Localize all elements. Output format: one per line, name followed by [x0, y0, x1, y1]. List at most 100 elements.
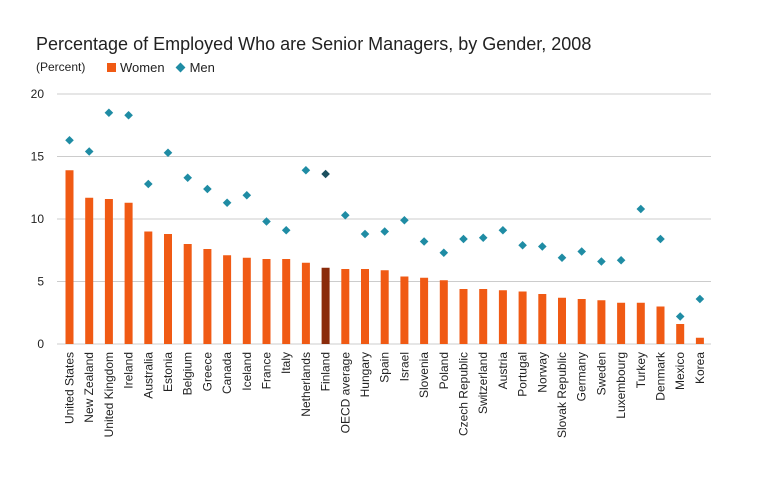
marker-men-canada — [222, 198, 232, 208]
x-tick-label-canada: Canada — [220, 352, 234, 394]
x-tick-label-czech-republic: Czech Republic — [457, 352, 471, 436]
bar-women-greece — [203, 249, 212, 344]
x-tick-label-greece: Greece — [200, 352, 214, 392]
legend-item-women: Women — [107, 60, 165, 75]
bar-women-australia — [144, 231, 153, 344]
y-tick-label-0: 0 — [37, 337, 44, 351]
bar-women-italy — [282, 259, 291, 344]
bar-women-spain — [380, 270, 389, 344]
marker-men-luxembourg — [616, 255, 626, 265]
marker-men-belgium — [183, 173, 192, 183]
bar-women-new-zealand — [85, 197, 94, 344]
y-tick-label-10: 10 — [31, 212, 45, 226]
bar-women-hungary — [361, 269, 369, 344]
bar-women-canada — [223, 255, 232, 344]
bar-women-mexico — [676, 324, 685, 344]
marker-men-greece — [203, 184, 212, 194]
legend-item-men: Men — [175, 60, 215, 75]
bar-women-slovenia — [420, 277, 429, 344]
marker-men-hungary — [360, 229, 370, 239]
bar-women-czech-republic — [459, 289, 468, 344]
marker-men-switzerland — [478, 233, 488, 243]
legend-label-men: Men — [189, 60, 215, 75]
x-tick-label-finland: Finland — [319, 352, 333, 391]
marker-men-norway — [538, 242, 547, 251]
x-tick-label-oecd-average: OECD average — [338, 352, 352, 434]
bar-women-france — [262, 259, 271, 344]
marker-men-czech-republic — [459, 234, 468, 244]
marker-men-poland — [439, 248, 449, 258]
marker-men-new-zealand — [84, 147, 94, 156]
y-tick-label-15: 15 — [31, 150, 45, 164]
bar-women-germany — [577, 299, 586, 344]
x-tick-label-austria: Austria — [496, 352, 510, 390]
marker-men-oecd-average — [341, 210, 350, 220]
marker-men-israel — [400, 215, 409, 225]
bar-women-belgium — [183, 244, 192, 344]
bar-women-denmark — [656, 306, 665, 344]
marker-men-austria — [498, 225, 508, 235]
bar-women-united-states — [65, 170, 74, 344]
marker-men-korea — [695, 294, 705, 304]
x-tick-label-norway: Norway — [535, 352, 549, 393]
x-tick-label-new-zealand: New Zealand — [82, 352, 96, 423]
marker-men-sweden — [597, 257, 606, 266]
x-tick-label-netherlands: Netherlands — [299, 352, 313, 417]
marker-men-australia — [144, 179, 153, 189]
marker-men-united-states — [65, 135, 74, 145]
x-tick-label-slovak-republic: Slovak Republic — [555, 352, 569, 438]
legend-swatch-women — [107, 63, 116, 72]
x-tick-label-denmark: Denmark — [654, 351, 668, 401]
bar-women-norway — [538, 294, 547, 344]
bar-women-netherlands — [301, 262, 310, 344]
bar-women-united-kingdom — [104, 199, 113, 344]
bar-women-israel — [400, 276, 409, 344]
x-tick-label-sweden: Sweden — [594, 352, 608, 395]
bar-women-estonia — [164, 234, 172, 344]
bar-women-turkey — [636, 302, 645, 344]
marker-men-finland — [321, 169, 330, 179]
x-tick-label-germany: Germany — [575, 352, 589, 401]
bar-women-oecd-average — [341, 269, 350, 344]
marker-men-estonia — [163, 148, 173, 158]
marker-men-slovak-republic — [557, 253, 567, 263]
x-tick-label-italy: Italy — [279, 352, 293, 374]
marker-men-mexico — [675, 312, 685, 321]
bar-women-iceland — [242, 257, 251, 344]
marker-men-denmark — [656, 234, 665, 244]
marker-men-united-kingdom — [104, 108, 114, 118]
bar-women-finland — [321, 267, 330, 344]
marker-men-ireland — [124, 110, 133, 120]
chart-title: Percentage of Employed Who are Senior Ma… — [36, 34, 592, 54]
x-tick-label-spain: Spain — [378, 352, 392, 383]
x-tick-label-korea: Korea — [693, 352, 707, 384]
marker-men-turkey — [636, 204, 646, 214]
x-tick-label-belgium: Belgium — [181, 352, 195, 395]
bar-women-korea — [695, 337, 704, 344]
marker-men-france — [262, 217, 271, 226]
marker-men-portugal — [518, 240, 527, 250]
x-tick-label-australia: Australia — [141, 352, 155, 399]
x-tick-label-united-kingdom: United Kingdom — [102, 352, 116, 437]
y-tick-label-5: 5 — [37, 275, 44, 289]
x-tick-label-united-states: United States — [63, 352, 77, 424]
x-tick-label-mexico: Mexico — [673, 352, 687, 390]
x-tick-label-hungary: Hungary — [358, 352, 372, 397]
x-tick-label-turkey: Turkey — [634, 352, 648, 388]
bar-women-sweden — [597, 300, 606, 344]
bar-women-ireland — [124, 202, 133, 344]
x-tick-label-france: France — [260, 352, 274, 390]
marker-men-netherlands — [301, 165, 311, 175]
x-tick-label-slovenia: Slovenia — [417, 352, 431, 398]
x-tick-label-ireland: Ireland — [122, 352, 136, 389]
chart-legend: Women Men — [107, 60, 225, 75]
x-tick-label-luxembourg: Luxembourg — [614, 352, 628, 419]
marker-men-slovenia — [419, 237, 429, 246]
bar-women-portugal — [518, 291, 527, 344]
x-tick-label-estonia: Estonia — [161, 352, 175, 392]
x-tick-label-iceland: Iceland — [240, 352, 254, 391]
bar-women-slovak-republic — [558, 297, 566, 344]
bar-women-poland — [439, 280, 448, 344]
x-tick-label-switzerland: Switzerland — [476, 352, 490, 414]
